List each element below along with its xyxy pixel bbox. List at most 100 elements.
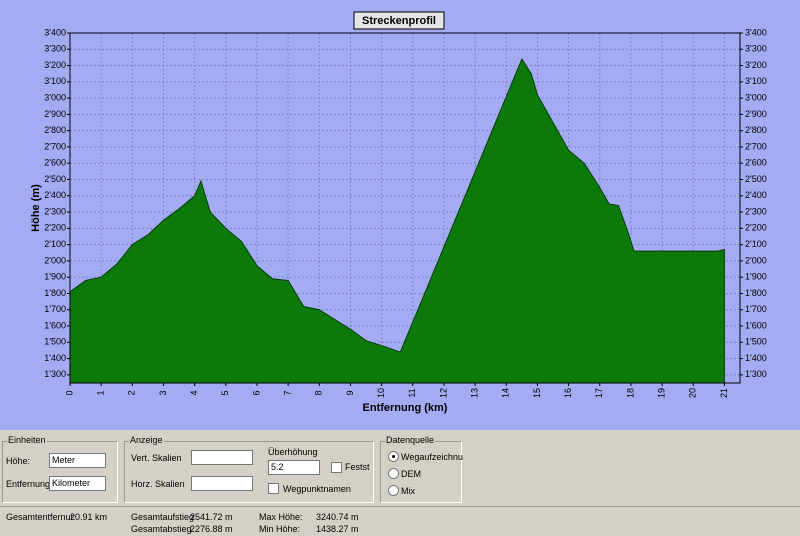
x-tick-label: 19 <box>656 388 666 398</box>
y2-tick-label: 3'200 <box>745 60 767 70</box>
radio[interactable] <box>388 468 399 479</box>
checkbox[interactable] <box>331 462 342 473</box>
label: Vert. Skalien <box>131 453 182 463</box>
x-tick-label: 4 <box>189 390 199 395</box>
x-tick-label: 0 <box>64 390 74 395</box>
x-tick-label: 8 <box>314 390 324 395</box>
y2-tick-label: 3'400 <box>745 27 767 37</box>
stat-label: Gesamtaufstieg <box>131 512 195 522</box>
stat-value: 1438.27 m <box>316 524 359 534</box>
chart-title: Streckenprofil <box>362 15 436 27</box>
y2-tick-label: 2'300 <box>745 206 767 216</box>
y2-tick-label: 1'700 <box>745 304 767 314</box>
radio-label: Mix <box>401 486 415 496</box>
radio[interactable] <box>388 451 399 462</box>
plot-frame <box>69 32 741 384</box>
display-group: Anzeige <box>124 435 374 503</box>
source-group: Datenquelle <box>380 435 462 503</box>
y2-tick-label: 2'700 <box>745 141 767 151</box>
x-tick-label: 21 <box>719 388 729 398</box>
y2-tick-label: 1'900 <box>745 272 767 282</box>
x-tick-label: 5 <box>220 390 230 395</box>
separator <box>0 506 800 507</box>
checkbox[interactable] <box>268 483 279 494</box>
stat-label: Gesamtentfernur <box>6 512 74 522</box>
y2-tick-label: 3'300 <box>745 44 767 54</box>
y2-tick-label: 2'600 <box>745 158 767 168</box>
group-title: Anzeige <box>129 435 164 445</box>
chart: Streckenprofil Höhe (m) Entfernung (km) … <box>0 0 800 430</box>
spinner-value: 5.2 <box>271 462 284 472</box>
select[interactable]: Kilometer <box>49 476 106 491</box>
spinner[interactable]: 5.2 <box>268 460 320 475</box>
y-tick-label: 3'300 <box>44 44 66 54</box>
radio[interactable] <box>388 485 399 496</box>
y-tick-label: 3'100 <box>44 76 66 86</box>
y-tick-label: 2'000 <box>44 255 66 265</box>
x-tick-label: 7 <box>283 390 293 395</box>
x-tick-label: 12 <box>438 388 448 398</box>
y-tick-label: 2'600 <box>44 158 66 168</box>
radio-dot <box>392 455 395 458</box>
stat-value: 20.91 km <box>70 512 108 522</box>
y2-tick-label: 1'500 <box>745 337 767 347</box>
group-title: Einheiten <box>7 435 47 445</box>
stat-label: Min Höhe: <box>259 524 301 534</box>
x-tick-label: 15 <box>532 388 542 398</box>
profile-area <box>69 57 725 384</box>
x-tick-label: 10 <box>376 388 386 398</box>
y2-tick-label: 2'000 <box>745 255 767 265</box>
y-tick-label: 1'300 <box>44 369 66 379</box>
label: Festst <box>345 462 370 472</box>
y-tick-label: 2'900 <box>44 109 66 119</box>
x-tick-label: 17 <box>594 388 604 398</box>
y-tick-label: 1'900 <box>44 272 66 282</box>
label: Höhe: <box>6 456 31 466</box>
y-tick-label: 2'800 <box>44 125 66 135</box>
y-tick-label: 1'500 <box>44 337 66 347</box>
y2-tick-label: 2'400 <box>745 190 767 200</box>
y-tick-label: 1'400 <box>44 353 66 363</box>
y-tick-label: 2'700 <box>44 141 66 151</box>
y2-tick-label: 3'100 <box>745 76 767 86</box>
title-box <box>353 11 445 30</box>
y-axis-title: Höhe (m) <box>30 184 42 232</box>
label: Wegpunktnamen <box>283 484 351 494</box>
select-value: Kilometer <box>52 478 91 488</box>
label: Überhöhung <box>268 447 318 457</box>
y-tick-label: 2'300 <box>44 206 66 216</box>
y2-tick-label: 2'500 <box>745 174 767 184</box>
select[interactable]: Meter <box>49 453 106 468</box>
stat-value: 2276.88 m <box>190 524 233 534</box>
stat-label: Max Höhe: <box>259 512 303 522</box>
y2-tick-label: 1'300 <box>745 369 767 379</box>
x-tick-label: 13 <box>469 388 479 398</box>
x-tick-label: 16 <box>563 388 573 398</box>
x-tick-label: 18 <box>625 388 635 398</box>
x-tick-label: 11 <box>407 388 417 397</box>
group-title: Datenquelle <box>385 435 436 445</box>
x-tick-label: 2 <box>127 390 137 395</box>
input[interactable] <box>191 450 253 465</box>
y2-tick-label: 1'600 <box>745 320 767 330</box>
y-tick-label: 3'400 <box>44 27 66 37</box>
y-tick-label: 1'600 <box>44 320 66 330</box>
select-value: Meter <box>52 455 76 465</box>
x-tick-label: 9 <box>345 390 355 395</box>
y2-tick-label: 2'800 <box>745 125 767 135</box>
y-tick-label: 3'200 <box>44 60 66 70</box>
y-tick-label: 2'400 <box>44 190 66 200</box>
label: Horz. Skalien <box>131 479 185 489</box>
label: Entfernung: <box>6 479 53 489</box>
input[interactable] <box>191 476 253 491</box>
y2-tick-label: 1'400 <box>745 353 767 363</box>
y-tick-label: 3'000 <box>44 92 66 102</box>
x-tick-label: 20 <box>688 388 698 398</box>
stat-value: 3240.74 m <box>316 512 359 522</box>
x-tick-label: 1 <box>96 390 106 395</box>
units-group: Einheiten <box>2 435 118 503</box>
x-tick-label: 6 <box>251 390 261 395</box>
x-axis-title: Entfernung (km) <box>363 402 448 414</box>
x-tick-label: 14 <box>501 388 511 398</box>
